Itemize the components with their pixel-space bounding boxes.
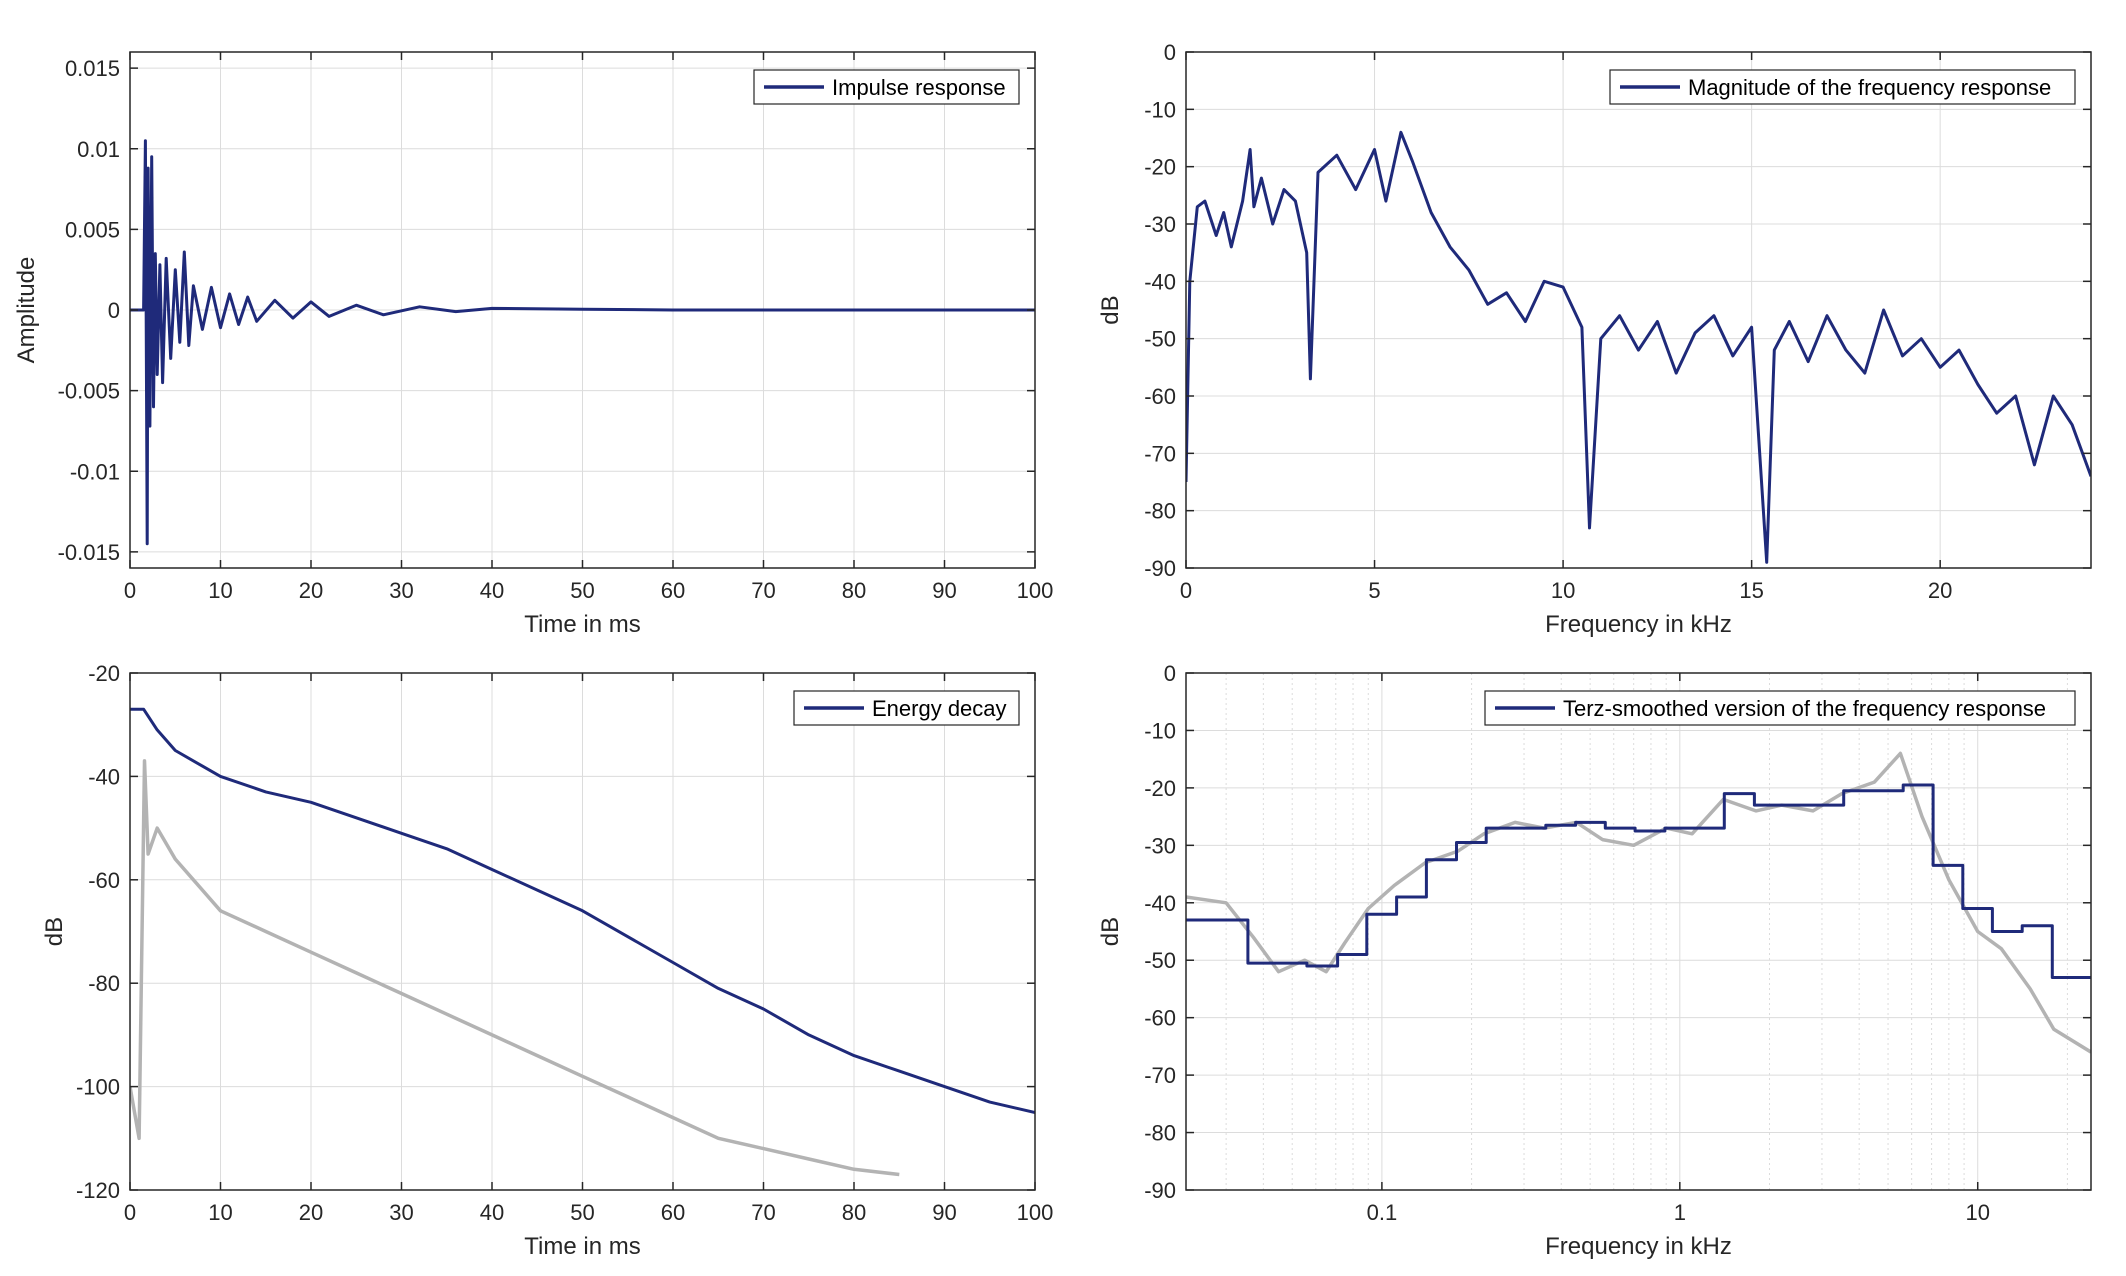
x-axis-label: Frequency in kHz [1545,611,1732,638]
y-tick-label: -40 [1144,891,1176,916]
x-tick-label: 50 [570,578,594,603]
x-axis-label: Time in ms [524,611,640,638]
legend: Energy decay [793,690,1020,726]
plot-background [1186,52,2091,568]
x-tick-label: 50 [570,1200,594,1225]
energy-decay-plot: 0 10 20 30 40 50 60 70 80 90 100 -20 -40 -60 -80 -100 -1… [41,661,1053,1260]
frequency-response-plot: 0 5 10 15 20 0 -10 -20 -30 -40 -50 -60 -70 -80 -90 Freq… [1097,40,2092,638]
y-tick-label: 0 [1164,40,1176,65]
series-line [130,139,1035,546]
y-tick-label: -0.005 [58,379,120,404]
legend-label: Energy decay [872,696,1007,721]
y-tick-label: -70 [1144,441,1176,466]
legend-label: Magnitude of the frequency response [1688,75,2051,100]
y-tick-label: -120 [76,1178,120,1203]
series-line [1186,130,2091,564]
y-tick-label: -10 [1144,97,1176,122]
y-axis-label: dB [1097,917,1124,946]
y-tick-label: -30 [1144,212,1176,237]
x-tick-label: 1 [1674,1200,1686,1225]
x-axis-label: Frequency in kHz [1545,1233,1732,1260]
legend: Impulse response [753,69,1020,105]
legend: Magnitude of the frequency response [1609,69,2076,105]
x-tick-label: 0.1 [1367,1200,1398,1225]
legend-box [1484,690,2076,726]
y-tick-label: -50 [1144,948,1176,973]
y-tick-label: -60 [88,868,120,893]
y-tick-label: -50 [1144,327,1176,352]
y-tick-label: -100 [76,1075,120,1100]
y-tick-label: -40 [88,764,120,789]
series-line [130,707,1035,1114]
x-tick-label: 70 [751,1200,775,1225]
x-tick-label: 60 [661,578,685,603]
x-tick-label: 30 [389,578,413,603]
y-tick-label: -0.015 [58,540,120,565]
x-tick-label: 20 [299,578,323,603]
y-tick-label: -10 [1144,718,1176,743]
x-axis-label: Time in ms [524,1233,640,1260]
raw-series-line [1186,751,2091,1054]
y-axis-label: Amplitude [13,257,40,364]
x-tick-label: 10 [1965,1200,1989,1225]
x-tick-label: 70 [751,578,775,603]
y-tick-label: -60 [1144,1006,1176,1031]
x-tick-label: 30 [389,1200,413,1225]
y-tick-label: -80 [1144,499,1176,524]
y-tick-label: 0.01 [77,137,120,162]
y-tick-label: 0.015 [65,56,120,81]
x-tick-label: 20 [299,1200,323,1225]
y-tick-label: -20 [1144,776,1176,801]
y-tick-label: -80 [88,971,120,996]
impulse-response-plot: 0 10 20 30 40 50 60 70 80 90 1000.0150.010.0050-0.… [13,51,1054,638]
y-tick-label: -20 [88,661,120,686]
series-line [1186,783,2091,979]
x-tick-label: 10 [208,578,232,603]
y-tick-label: -40 [1144,269,1176,294]
axes-frame [1185,672,2092,1191]
legend-label: Impulse response [832,75,1006,100]
y-tick-label: 0.005 [65,217,120,242]
raw-series-line [130,759,900,1177]
x-tick-label: 40 [480,1200,504,1225]
y-tick-label: -0.01 [70,459,120,484]
y-tick-label: -70 [1144,1063,1176,1088]
y-tick-label: 0 [108,298,120,323]
x-tick-label: 90 [932,578,956,603]
y-tick-label: -80 [1144,1121,1176,1146]
y-tick-label: -20 [1144,155,1176,180]
x-tick-label: 100 [1017,578,1054,603]
legend-box [1609,69,2076,105]
x-tick-label: 80 [842,578,866,603]
x-tick-label: 10 [208,1200,232,1225]
y-axis-label: dB [1097,295,1124,324]
x-tick-label: 90 [932,1200,956,1225]
x-tick-label: 60 [661,1200,685,1225]
y-tick-label: 0 [1164,661,1176,686]
y-tick-label: -30 [1144,833,1176,858]
x-tick-label: 80 [842,1200,866,1225]
x-tick-label: 15 [1739,578,1763,603]
y-axis-label: dB [41,917,68,946]
x-tick-label: 40 [480,578,504,603]
x-tick-label: 0 [124,578,136,603]
x-tick-label: 20 [1928,578,1952,603]
x-tick-label: 100 [1017,1200,1054,1225]
x-tick-label: 0 [124,1200,136,1225]
x-tick-label: 10 [1551,578,1575,603]
legend-label: Terz-smoothed version of the frequency r… [1563,696,2046,721]
legend: Terz-smoothed version of the frequency r… [1484,690,2076,726]
plot-background [1186,673,2091,1190]
y-tick-label: -90 [1144,1178,1176,1203]
y-tick-label: -60 [1144,384,1176,409]
axes-frame [1185,51,2092,569]
terz-smoothed-response-plot: 0.1 1 10 0 -10 -20 -30 -40 -50 -60 -70 -80 -90 Freque… [1097,661,2092,1260]
x-tick-label: 0 [1180,578,1192,603]
y-tick-label: -90 [1144,556,1176,581]
x-tick-label: 5 [1368,578,1380,603]
